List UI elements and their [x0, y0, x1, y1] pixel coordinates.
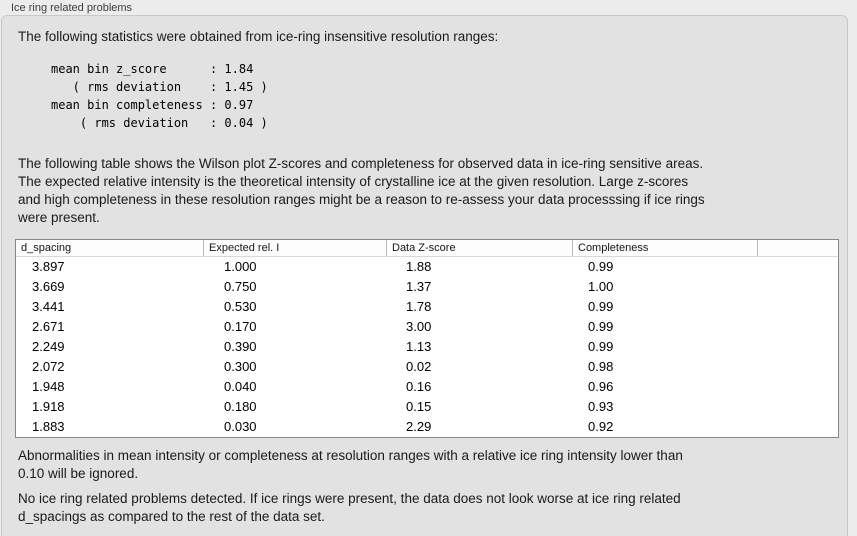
table-row[interactable]: 2.072 0.300 0.02 0.98: [16, 357, 838, 377]
table-row[interactable]: 3.897 1.000 1.88 0.99: [16, 257, 838, 277]
intro-text: The following statistics were obtained f…: [18, 29, 499, 44]
cell-data-z-score: 0.15: [406, 399, 432, 414]
table-row[interactable]: 3.441 0.530 1.78 0.99: [16, 297, 838, 317]
cell-d-spacing: 3.669: [32, 279, 65, 294]
cell-d-spacing: 3.897: [32, 259, 65, 274]
table-header-row: d_spacing Expected rel. I Data Z-score C…: [16, 240, 838, 257]
cell-data-z-score: 0.16: [406, 379, 432, 394]
cell-completeness: 0.93: [588, 399, 614, 414]
cell-empty: [758, 257, 838, 277]
cell-completeness: 1.00: [588, 279, 614, 294]
cell-data-z-score: 1.37: [406, 279, 432, 294]
ice-ring-table: d_spacing Expected rel. I Data Z-score C…: [15, 239, 839, 438]
cell-expected-rel-i: 0.750: [224, 279, 257, 294]
table-row[interactable]: 1.918 0.180 0.15 0.93: [16, 397, 838, 417]
cell-completeness: 0.99: [588, 299, 614, 314]
cell-empty: [758, 277, 838, 297]
table-row[interactable]: 1.883 0.030 2.29 0.92: [16, 417, 838, 437]
cell-data-z-score: 2.29: [406, 419, 432, 434]
table-description: The following table shows the Wilson plo…: [18, 156, 705, 225]
cell-data-z-score: 1.88: [406, 259, 432, 274]
cell-empty: [758, 317, 838, 337]
cell-completeness: 0.92: [588, 419, 614, 434]
cell-data-z-score: 0.02: [406, 359, 432, 374]
cell-data-z-score: 1.78: [406, 299, 432, 314]
cell-d-spacing: 1.883: [32, 419, 65, 434]
cell-completeness: 0.99: [588, 339, 614, 354]
cell-d-spacing: 1.918: [32, 399, 65, 414]
cell-expected-rel-i: 0.390: [224, 339, 257, 354]
cell-empty: [758, 417, 838, 437]
stats-block: mean bin z_score : 1.84 ( rms deviation …: [51, 62, 268, 130]
cell-completeness: 0.96: [588, 379, 614, 394]
cell-empty: [758, 337, 838, 357]
cell-empty: [758, 377, 838, 397]
cell-d-spacing: 3.441: [32, 299, 65, 314]
cell-expected-rel-i: 0.530: [224, 299, 257, 314]
cell-empty: [758, 397, 838, 417]
cell-empty: [758, 357, 838, 377]
cell-d-spacing: 2.072: [32, 359, 65, 374]
table-row[interactable]: 3.669 0.750 1.37 1.00: [16, 277, 838, 297]
cell-expected-rel-i: 1.000: [224, 259, 257, 274]
column-header-d-spacing[interactable]: d_spacing: [16, 240, 204, 256]
ignore-threshold-note: Abnormalities in mean intensity or compl…: [18, 448, 683, 481]
cell-expected-rel-i: 0.170: [224, 319, 257, 334]
conclusion-text: No ice ring related problems detected. I…: [18, 491, 681, 524]
cell-expected-rel-i: 0.040: [224, 379, 257, 394]
table-row[interactable]: 2.249 0.390 1.13 0.99: [16, 337, 838, 357]
column-header-empty: [758, 240, 838, 256]
cell-data-z-score: 3.00: [406, 319, 432, 334]
table-row[interactable]: 1.948 0.040 0.16 0.96: [16, 377, 838, 397]
table-body: 3.897 1.000 1.88 0.99 3.669 0.750 1.37 1.00 3.44…: [16, 257, 838, 437]
column-header-expected-rel-i[interactable]: Expected rel. I: [204, 240, 387, 256]
cell-expected-rel-i: 0.300: [224, 359, 257, 374]
cell-d-spacing: 1.948: [32, 379, 65, 394]
cell-d-spacing: 2.671: [32, 319, 65, 334]
cell-empty: [758, 297, 838, 317]
cell-data-z-score: 1.13: [406, 339, 432, 354]
column-header-completeness[interactable]: Completeness: [573, 240, 758, 256]
cell-expected-rel-i: 0.180: [224, 399, 257, 414]
cell-d-spacing: 2.249: [32, 339, 65, 354]
cell-expected-rel-i: 0.030: [224, 419, 257, 434]
table-row[interactable]: 2.671 0.170 3.00 0.99: [16, 317, 838, 337]
cell-completeness: 0.99: [588, 259, 614, 274]
cell-completeness: 0.98: [588, 359, 614, 374]
column-header-data-z-score[interactable]: Data Z-score: [387, 240, 573, 256]
ice-ring-panel: The following statistics were obtained f…: [1, 15, 848, 536]
cell-completeness: 0.99: [588, 319, 614, 334]
panel-title: Ice ring related problems: [11, 2, 133, 14]
